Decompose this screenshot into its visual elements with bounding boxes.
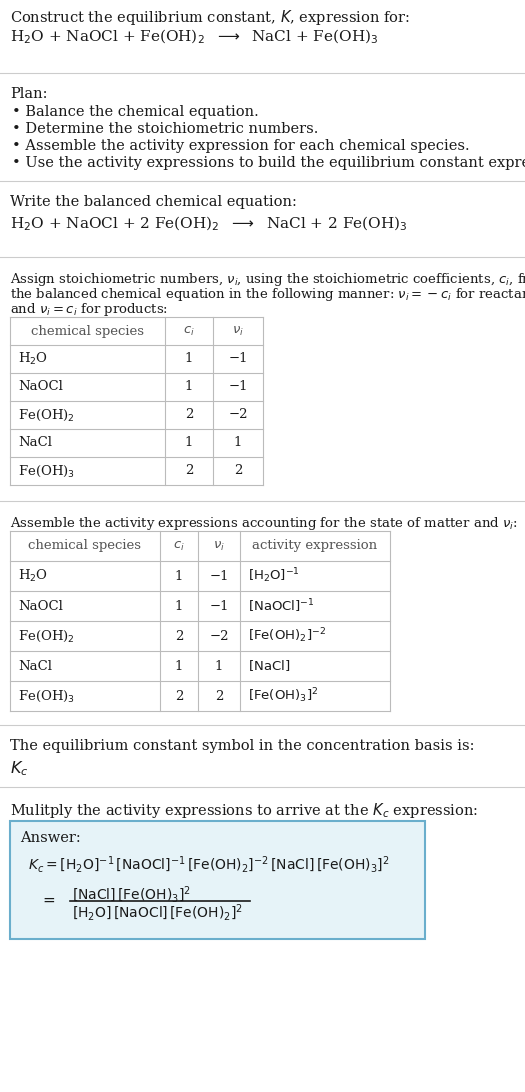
Text: $[\mathrm{H_2O}]\,[\mathrm{NaOCl}]\,[\mathrm{Fe(OH)_2}]^2$: $[\mathrm{H_2O}]\,[\mathrm{NaOCl}]\,[\ma… — [72, 903, 243, 924]
Text: chemical species: chemical species — [28, 539, 142, 553]
Text: chemical species: chemical species — [31, 324, 144, 337]
Text: H$_2$O + NaOCl + 2 Fe(OH)$_2$  $\longrightarrow$  NaCl + 2 Fe(OH)$_3$: H$_2$O + NaOCl + 2 Fe(OH)$_2$ $\longrigh… — [10, 215, 407, 234]
Text: • Balance the chemical equation.: • Balance the chemical equation. — [12, 105, 259, 119]
Text: −1: −1 — [228, 353, 248, 366]
Text: 1: 1 — [185, 353, 193, 366]
Text: $[\mathrm{NaCl}]\,[\mathrm{Fe(OH)_3}]^2$: $[\mathrm{NaCl}]\,[\mathrm{Fe(OH)_3}]^2$ — [72, 885, 191, 905]
Text: −2: −2 — [228, 408, 248, 422]
Text: −1: −1 — [209, 600, 229, 613]
Text: The equilibrium constant symbol in the concentration basis is:: The equilibrium constant symbol in the c… — [10, 739, 475, 753]
Text: $K_c$: $K_c$ — [10, 759, 28, 778]
Text: Fe(OH)$_2$: Fe(OH)$_2$ — [18, 407, 75, 423]
Text: Write the balanced chemical equation:: Write the balanced chemical equation: — [10, 195, 297, 209]
Text: Assign stoichiometric numbers, $\nu_i$, using the stoichiometric coefficients, $: Assign stoichiometric numbers, $\nu_i$, … — [10, 271, 525, 288]
Text: $[\mathrm{Fe(OH)_3}]^{2}$: $[\mathrm{Fe(OH)_3}]^{2}$ — [248, 687, 318, 705]
Text: NaCl: NaCl — [18, 437, 52, 450]
Text: • Assemble the activity expression for each chemical species.: • Assemble the activity expression for e… — [12, 139, 470, 153]
Text: 2: 2 — [215, 689, 223, 702]
Text: the balanced chemical equation in the following manner: $\nu_i = -c_i$ for react: the balanced chemical equation in the fo… — [10, 286, 525, 302]
Text: 1: 1 — [175, 660, 183, 673]
Text: 2: 2 — [175, 629, 183, 642]
Text: NaOCl: NaOCl — [18, 380, 63, 393]
Text: 1: 1 — [185, 380, 193, 393]
Text: 1: 1 — [185, 437, 193, 450]
Text: • Use the activity expressions to build the equilibrium constant expression.: • Use the activity expressions to build … — [12, 156, 525, 170]
Text: −1: −1 — [209, 570, 229, 582]
Text: Fe(OH)$_3$: Fe(OH)$_3$ — [18, 688, 75, 703]
Text: 2: 2 — [185, 464, 193, 477]
Text: −2: −2 — [209, 629, 229, 642]
Text: Mulitply the activity expressions to arrive at the $K_c$ expression:: Mulitply the activity expressions to arr… — [10, 802, 478, 820]
Text: H$_2$O: H$_2$O — [18, 351, 48, 367]
Text: Fe(OH)$_3$: Fe(OH)$_3$ — [18, 463, 75, 478]
Text: 1: 1 — [215, 660, 223, 673]
Text: $\nu_i$: $\nu_i$ — [213, 539, 225, 553]
Text: 2: 2 — [175, 689, 183, 702]
Text: H$_2$O: H$_2$O — [18, 568, 48, 584]
Text: $c_i$: $c_i$ — [173, 539, 185, 553]
Text: $[\mathrm{NaCl}]$: $[\mathrm{NaCl}]$ — [248, 658, 290, 674]
Text: NaCl: NaCl — [18, 660, 52, 673]
Text: $[\mathrm{Fe(OH)_2}]^{-2}$: $[\mathrm{Fe(OH)_2}]^{-2}$ — [248, 627, 326, 645]
Bar — [10, 821, 425, 939]
Text: Assemble the activity expressions accounting for the state of matter and $\nu_i$: Assemble the activity expressions accoun… — [10, 515, 518, 532]
Text: and $\nu_i = c_i$ for products:: and $\nu_i = c_i$ for products: — [10, 301, 168, 318]
Text: $\nu_i$: $\nu_i$ — [232, 324, 244, 337]
Text: activity expression: activity expression — [253, 539, 377, 553]
Text: Plan:: Plan: — [10, 87, 47, 100]
Text: H$_2$O + NaOCl + Fe(OH)$_2$  $\longrightarrow$  NaCl + Fe(OH)$_3$: H$_2$O + NaOCl + Fe(OH)$_2$ $\longrighta… — [10, 28, 379, 46]
Text: $c_i$: $c_i$ — [183, 324, 195, 337]
Text: $[\mathrm{H_2O}]^{-1}$: $[\mathrm{H_2O}]^{-1}$ — [248, 567, 300, 585]
Text: • Determine the stoichiometric numbers.: • Determine the stoichiometric numbers. — [12, 122, 318, 136]
Text: 2: 2 — [234, 464, 242, 477]
Text: $[\mathrm{NaOCl}]^{-1}$: $[\mathrm{NaOCl}]^{-1}$ — [248, 597, 314, 615]
Text: 2: 2 — [185, 408, 193, 422]
Text: −1: −1 — [228, 380, 248, 393]
Text: Construct the equilibrium constant, $K$, expression for:: Construct the equilibrium constant, $K$,… — [10, 8, 410, 27]
Text: 1: 1 — [175, 570, 183, 582]
Text: Fe(OH)$_2$: Fe(OH)$_2$ — [18, 628, 75, 643]
Text: $K_c = [\mathrm{H_2O}]^{-1}\,[\mathrm{NaOCl}]^{-1}\,[\mathrm{Fe(OH)_2}]^{-2}\,[\: $K_c = [\mathrm{H_2O}]^{-1}\,[\mathrm{Na… — [28, 855, 390, 876]
Text: 1: 1 — [175, 600, 183, 613]
Text: 1: 1 — [234, 437, 242, 450]
Text: Answer:: Answer: — [20, 831, 81, 845]
Text: $=$: $=$ — [40, 893, 56, 907]
Text: NaOCl: NaOCl — [18, 600, 63, 613]
